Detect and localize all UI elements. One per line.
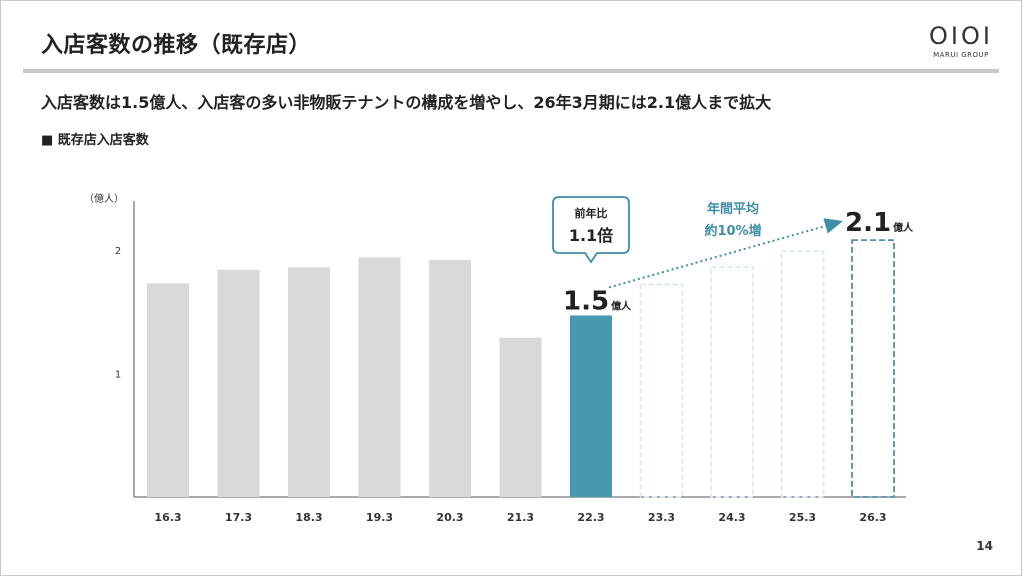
current-value-unit: 億人 xyxy=(611,299,632,312)
target-value-label: 2.1 億人 xyxy=(845,208,914,238)
growth-note-line2: 約10%増 xyxy=(704,223,761,239)
slide-title: 入店客数の推移（既存店） xyxy=(41,33,312,58)
page-number: 14 xyxy=(976,539,993,553)
x-category-label: 17.3 xyxy=(225,511,252,524)
section-label: ■ 既存店入店客数 xyxy=(41,133,149,148)
target-value-unit: 億人 xyxy=(893,221,914,234)
bar-forecast xyxy=(780,250,825,498)
y-tick-label: 1 xyxy=(115,370,121,381)
x-category-label: 25.3 xyxy=(789,511,816,524)
slide-subtitle: 入店客数は1.5億人、入店客の多い非物販テナントの構成を増やし、26年3月期には… xyxy=(41,93,772,112)
x-category-label: 22.3 xyxy=(577,511,604,524)
bar-actual xyxy=(429,259,471,497)
title-divider xyxy=(23,69,999,73)
growth-note-line1: 年間平均 xyxy=(707,201,759,217)
target-value-number: 2.1 xyxy=(845,208,891,238)
bar-forecast xyxy=(639,283,684,498)
x-category-label: 20.3 xyxy=(436,511,463,524)
bar-target xyxy=(851,239,895,498)
yoy-callout-line2: 1.1倍 xyxy=(569,226,613,245)
yoy-callout-line1: 前年比 xyxy=(575,206,608,220)
x-category-label: 24.3 xyxy=(718,511,745,524)
bar-actual xyxy=(217,269,260,497)
x-category-label: 18.3 xyxy=(295,511,322,524)
logo-text: MARUI GROUP xyxy=(933,51,989,59)
current-value-label: 1.5 億人 xyxy=(563,286,632,316)
bar-actual xyxy=(499,337,542,497)
logo-mark: OIOI xyxy=(929,22,993,50)
x-category-label: 23.3 xyxy=(648,511,675,524)
bar-actual xyxy=(358,257,401,497)
x-category-label: 21.3 xyxy=(507,511,534,524)
bar-actual xyxy=(288,267,330,497)
marui-group-logo: OIOI MARUI GROUP xyxy=(925,23,997,59)
x-category-label: 26.3 xyxy=(859,511,886,524)
current-value-number: 1.5 xyxy=(563,286,609,316)
bar-actual xyxy=(147,283,189,497)
y-tick-label: 2 xyxy=(115,246,121,257)
x-category-label: 16.3 xyxy=(154,511,181,524)
yoy-callout-bubble xyxy=(552,196,630,264)
x-category-label: 19.3 xyxy=(366,511,393,524)
y-axis-unit-label: （億人） xyxy=(84,192,124,205)
bar-current xyxy=(570,315,612,497)
bar-forecast xyxy=(710,266,754,498)
